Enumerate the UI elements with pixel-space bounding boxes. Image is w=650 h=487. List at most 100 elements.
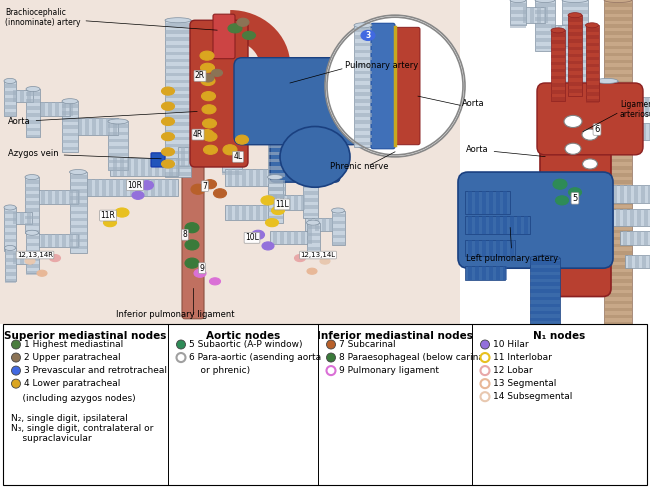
FancyBboxPatch shape (596, 98, 618, 102)
FancyBboxPatch shape (41, 190, 44, 205)
FancyBboxPatch shape (108, 139, 128, 142)
FancyBboxPatch shape (76, 190, 79, 205)
FancyBboxPatch shape (596, 127, 618, 130)
FancyBboxPatch shape (242, 205, 246, 220)
FancyBboxPatch shape (628, 255, 632, 268)
FancyBboxPatch shape (354, 106, 372, 110)
FancyBboxPatch shape (604, 10, 632, 14)
FancyBboxPatch shape (604, 116, 632, 120)
FancyBboxPatch shape (270, 116, 340, 182)
FancyBboxPatch shape (25, 243, 38, 246)
FancyBboxPatch shape (322, 218, 326, 231)
FancyBboxPatch shape (222, 150, 242, 153)
FancyBboxPatch shape (25, 250, 38, 254)
FancyBboxPatch shape (562, 3, 588, 7)
FancyBboxPatch shape (604, 244, 632, 247)
Text: Pulmonary artery: Pulmonary artery (345, 61, 418, 70)
Text: N₃, single digit, contralateral or: N₃, single digit, contralateral or (11, 424, 153, 433)
FancyBboxPatch shape (540, 93, 611, 297)
FancyBboxPatch shape (261, 137, 278, 140)
Text: 11L: 11L (275, 200, 289, 209)
FancyBboxPatch shape (530, 275, 560, 279)
FancyBboxPatch shape (551, 62, 565, 65)
FancyBboxPatch shape (354, 28, 372, 32)
FancyBboxPatch shape (354, 134, 372, 138)
FancyBboxPatch shape (562, 38, 588, 42)
Ellipse shape (211, 69, 222, 76)
FancyBboxPatch shape (263, 118, 266, 135)
Circle shape (480, 353, 489, 362)
FancyBboxPatch shape (604, 0, 632, 324)
FancyBboxPatch shape (562, 46, 588, 49)
FancyBboxPatch shape (108, 131, 128, 135)
FancyBboxPatch shape (503, 266, 506, 281)
Ellipse shape (354, 23, 372, 28)
FancyBboxPatch shape (354, 56, 372, 60)
FancyBboxPatch shape (586, 56, 599, 60)
FancyBboxPatch shape (568, 82, 582, 86)
FancyBboxPatch shape (308, 218, 311, 231)
Text: Azygos vein: Azygos vein (8, 150, 161, 159)
Ellipse shape (161, 160, 174, 168)
FancyBboxPatch shape (616, 209, 619, 225)
FancyBboxPatch shape (530, 261, 560, 264)
Text: 4L: 4L (233, 152, 242, 161)
Ellipse shape (70, 169, 86, 174)
FancyBboxPatch shape (604, 67, 632, 70)
FancyBboxPatch shape (489, 266, 493, 281)
FancyBboxPatch shape (586, 85, 599, 89)
FancyBboxPatch shape (604, 152, 632, 155)
Circle shape (325, 15, 465, 157)
FancyBboxPatch shape (26, 128, 40, 131)
FancyBboxPatch shape (10, 211, 32, 224)
FancyBboxPatch shape (25, 257, 38, 261)
FancyBboxPatch shape (273, 231, 276, 244)
FancyBboxPatch shape (88, 179, 92, 196)
FancyBboxPatch shape (332, 221, 344, 224)
FancyBboxPatch shape (562, 88, 588, 92)
FancyBboxPatch shape (268, 180, 283, 184)
FancyBboxPatch shape (268, 173, 285, 177)
FancyBboxPatch shape (551, 25, 554, 46)
FancyBboxPatch shape (604, 17, 632, 21)
Circle shape (480, 379, 489, 388)
FancyBboxPatch shape (354, 99, 372, 103)
FancyBboxPatch shape (586, 42, 599, 46)
FancyBboxPatch shape (482, 240, 486, 256)
FancyBboxPatch shape (235, 169, 239, 186)
FancyBboxPatch shape (535, 24, 555, 28)
Ellipse shape (261, 196, 275, 205)
FancyBboxPatch shape (165, 151, 191, 154)
FancyBboxPatch shape (4, 239, 16, 243)
FancyBboxPatch shape (296, 92, 300, 107)
Text: Inferior mediastinal nodes: Inferior mediastinal nodes (317, 332, 473, 341)
FancyBboxPatch shape (120, 158, 124, 176)
FancyBboxPatch shape (70, 172, 86, 253)
FancyBboxPatch shape (535, 0, 555, 51)
Circle shape (480, 340, 489, 349)
FancyBboxPatch shape (604, 38, 632, 42)
Ellipse shape (307, 268, 317, 274)
FancyBboxPatch shape (551, 97, 565, 101)
FancyBboxPatch shape (165, 165, 191, 169)
FancyBboxPatch shape (324, 76, 328, 90)
Ellipse shape (115, 208, 129, 217)
FancyBboxPatch shape (99, 118, 103, 134)
FancyBboxPatch shape (298, 79, 313, 82)
FancyBboxPatch shape (620, 185, 623, 204)
FancyBboxPatch shape (610, 97, 614, 115)
Ellipse shape (203, 132, 217, 141)
FancyBboxPatch shape (562, 74, 588, 77)
FancyBboxPatch shape (604, 81, 632, 85)
FancyBboxPatch shape (496, 240, 499, 256)
Ellipse shape (37, 270, 47, 276)
FancyBboxPatch shape (354, 50, 372, 53)
FancyBboxPatch shape (165, 37, 191, 41)
FancyBboxPatch shape (158, 179, 161, 196)
FancyBboxPatch shape (604, 138, 632, 141)
FancyBboxPatch shape (558, 25, 562, 46)
FancyBboxPatch shape (326, 69, 339, 73)
FancyBboxPatch shape (70, 218, 86, 221)
Ellipse shape (569, 187, 582, 197)
FancyBboxPatch shape (48, 102, 51, 116)
